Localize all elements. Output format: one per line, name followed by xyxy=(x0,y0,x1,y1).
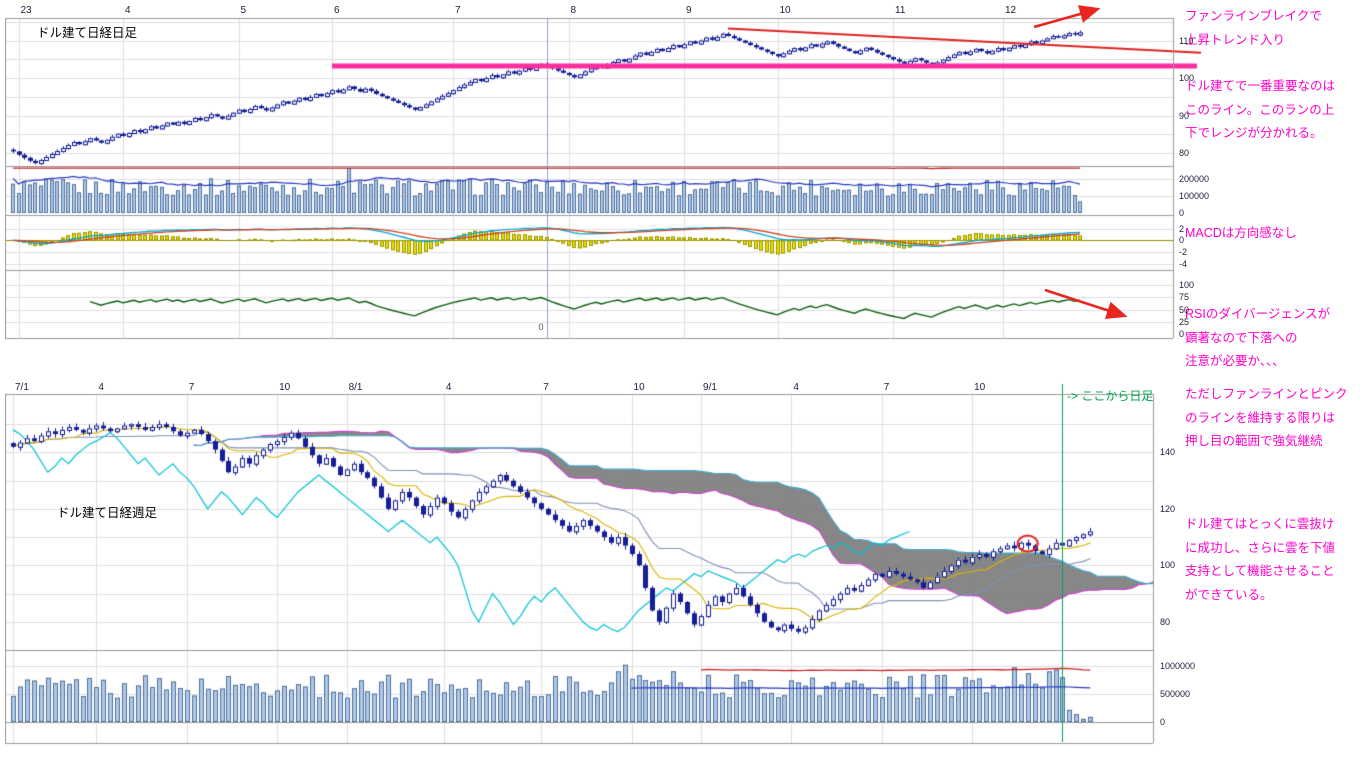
daily-volume-tick-label: 100000 xyxy=(1179,190,1210,201)
side-note: RSIのダイバージェンスが 顕著なので下落への 注意が必要か、、、 xyxy=(1185,303,1330,374)
uptrend-arrow-icon xyxy=(1033,5,1101,29)
daily-x-tick-label: 5 xyxy=(240,5,247,16)
weekly-x-tick-label: 4 xyxy=(98,382,104,393)
weekly-volume-tick-label: 500000 xyxy=(1160,689,1191,699)
daily-price-tick-label: 80 xyxy=(1179,148,1190,159)
side-note: MACDは方向感なし xyxy=(1185,222,1297,246)
side-note-line: ただしファンラインとピンク xyxy=(1185,387,1348,401)
daily-x-tick-label: 12 xyxy=(1005,5,1017,16)
daily-x-tick-label: 4 xyxy=(125,5,131,16)
weekly-chart-panel: ドル建て日経週足 -> ここから日足 7/1 4 7 10 8/1 4 7 10 9/1 4 7 10… xyxy=(5,382,1195,750)
weekly-x-tick-label: 8/1 xyxy=(348,382,363,393)
side-note: ドル建てはとっくに雲抜け に成功し、さらに雲を下値 支持として機能させること ができて… xyxy=(1185,513,1335,607)
weekly-price-tick-label: 120 xyxy=(1160,503,1176,514)
daily-x-tick-label: 7 xyxy=(455,5,461,16)
daily-chart-panel: ドル建て日経日足 23 4 5 6 7 8 9 10 11 12 110 100 90 80 200000 1… xyxy=(5,5,1210,350)
daily-rsi-tick-label: 100 xyxy=(1179,280,1195,290)
cursor-readout-label: 0 xyxy=(538,322,544,332)
weekly-x-tick-label: 4 xyxy=(445,382,452,393)
weekly-x-tick-label: 7/1 xyxy=(15,382,29,393)
daily-x-tick-label: 10 xyxy=(779,5,791,16)
daily-volume-tick-label: 200000 xyxy=(1179,173,1210,184)
side-note-line: ファンラインブレイクで xyxy=(1185,9,1322,23)
side-note-line: RSIのダイバージェンスが xyxy=(1185,307,1331,321)
daily-x-tick-label: 23 xyxy=(20,5,32,16)
side-note-line: ドル建てで一番重要なのは xyxy=(1185,79,1336,93)
daily-chart-title: ドル建て日経日足 xyxy=(37,26,138,40)
weekly-x-tick-label: 10 xyxy=(974,382,986,393)
daily-macd-tick-label: 0 xyxy=(1179,235,1185,246)
weekly-x-tick-label: 10 xyxy=(633,382,645,393)
weekly-price-tick-label: 80 xyxy=(1160,616,1171,627)
daily-macd-tick-label: 2 xyxy=(1179,223,1185,234)
side-note: ファンラインブレイクで 上昇トレンド入り xyxy=(1185,5,1322,52)
daily-volume-tick-label: 0 xyxy=(1179,208,1185,218)
side-note-line: 押し目の範囲で強気継続 xyxy=(1185,434,1323,448)
weekly-x-tick-label: 7 xyxy=(188,382,195,393)
weekly-price-tick-label: 100 xyxy=(1160,560,1176,571)
daily-x-tick-label: 11 xyxy=(895,5,906,16)
side-note-line: 顕著なので下落への xyxy=(1185,330,1298,345)
daily-rsi-tick-label: 75 xyxy=(1179,292,1190,303)
daily-chart-canvas[interactable] xyxy=(5,5,1205,345)
side-note-line: のラインを維持する限りは xyxy=(1185,410,1336,425)
daily-macd-tick-label: -2 xyxy=(1179,247,1188,258)
weekly-chart-canvas[interactable] xyxy=(5,382,1165,748)
weekly-price-tick-label: 140 xyxy=(1160,447,1176,458)
side-note-line: 支持として機能させること xyxy=(1185,564,1335,578)
rsi-downtrend-arrow-icon xyxy=(1044,288,1128,320)
daily-start-marker-note: -> ここから日足 xyxy=(1067,389,1154,403)
weekly-x-tick-label: 4 xyxy=(793,382,799,393)
weekly-volume-tick-label: 0 xyxy=(1160,717,1166,727)
side-note-line: ドル建てはとっくに雲抜け xyxy=(1185,517,1335,531)
side-note: ただしファンラインとピンク のラインを維持する限りは 押し目の範囲で強気継続 xyxy=(1185,383,1348,454)
weekly-chart-title: ドル建て日経週足 xyxy=(57,506,158,520)
daily-price-tick-label: 100 xyxy=(1179,73,1195,84)
daily-x-tick-label: 6 xyxy=(334,5,340,16)
side-note-line: ができている。 xyxy=(1185,587,1273,602)
weekly-volume-tick-label: 1000000 xyxy=(1160,661,1196,671)
side-note: ドル建てで一番重要なのは このライン。このランの上 下でレンジが分かれる。 xyxy=(1185,75,1335,146)
daily-x-tick-label: 9 xyxy=(686,5,692,16)
weekly-x-tick-label: 10 xyxy=(279,382,291,393)
daily-rsi-tick-label: 50 xyxy=(1179,304,1190,315)
daily-macd-tick-label: -4 xyxy=(1179,259,1188,269)
weekly-x-tick-label: 7 xyxy=(543,382,549,393)
side-note-line: このライン。このランの上 xyxy=(1185,102,1335,117)
daily-x-tick-label: 8 xyxy=(570,5,577,16)
weekly-x-tick-label: 9/1 xyxy=(703,382,717,393)
weekly-x-tick-label: 7 xyxy=(883,382,890,393)
side-note-line: に成功し、さらに雲を下値 xyxy=(1185,540,1336,555)
side-note-line: 注意が必要か、、、 xyxy=(1185,354,1285,368)
daily-rsi-tick-label: 0 xyxy=(1179,329,1185,339)
side-annotations: ファンラインブレイクで 上昇トレンド入りドル建てで一番重要なのは このライン。このラ… xyxy=(1185,0,1365,768)
side-note-line: MACDは方向感なし xyxy=(1185,226,1297,240)
side-note-line: 上昇トレンド入り xyxy=(1185,32,1286,47)
daily-price-tick-label: 90 xyxy=(1179,110,1190,121)
daily-price-tick-label: 110 xyxy=(1179,35,1194,46)
side-note-line: 下でレンジが分かれる。 xyxy=(1185,126,1323,140)
daily-rsi-tick-label: 25 xyxy=(1179,316,1190,327)
